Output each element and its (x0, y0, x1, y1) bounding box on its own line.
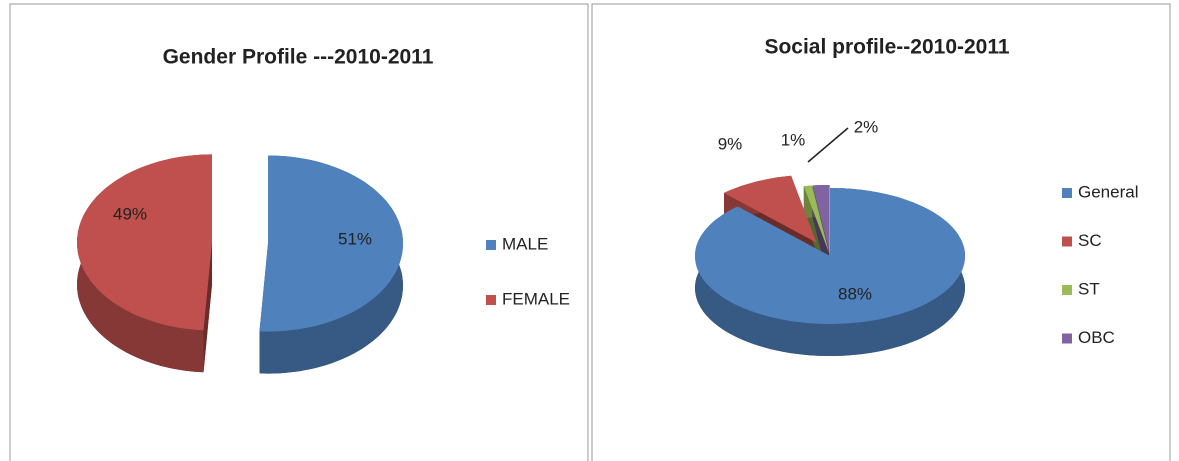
data-label: 1% (781, 130, 806, 149)
slice-side (203, 242, 212, 373)
slice (695, 188, 965, 324)
legend-label: General (1078, 182, 1138, 201)
legend-label: OBC (1078, 328, 1115, 347)
slice (812, 185, 830, 253)
legend-label: SC (1078, 231, 1102, 250)
slice (724, 175, 817, 243)
legend-label: FEMALE (502, 289, 570, 308)
legend-swatch (1062, 236, 1072, 247)
data-label: 2% (854, 117, 879, 136)
panel-border (591, 3, 1171, 461)
slice (259, 155, 403, 332)
data-label: 88% (838, 284, 872, 303)
legend-swatch (486, 295, 496, 305)
legend-swatch (1062, 285, 1072, 295)
legend-swatch (486, 240, 496, 250)
slice (803, 185, 830, 253)
legend-swatch (1062, 188, 1072, 198)
legend-swatch (1062, 333, 1072, 344)
slice (77, 154, 212, 331)
leader-line (807, 127, 849, 163)
chart-title: Social profile--2010-2011 (764, 36, 1009, 59)
legend-label: ST (1078, 279, 1100, 298)
data-label: 9% (718, 134, 743, 153)
data-label: 51% (338, 229, 372, 248)
legend-label: MALE (502, 234, 548, 253)
data-label: 49% (113, 204, 147, 223)
panel-border (9, 3, 589, 461)
chart-title: Gender Profile ---2010-2011 (163, 46, 434, 69)
